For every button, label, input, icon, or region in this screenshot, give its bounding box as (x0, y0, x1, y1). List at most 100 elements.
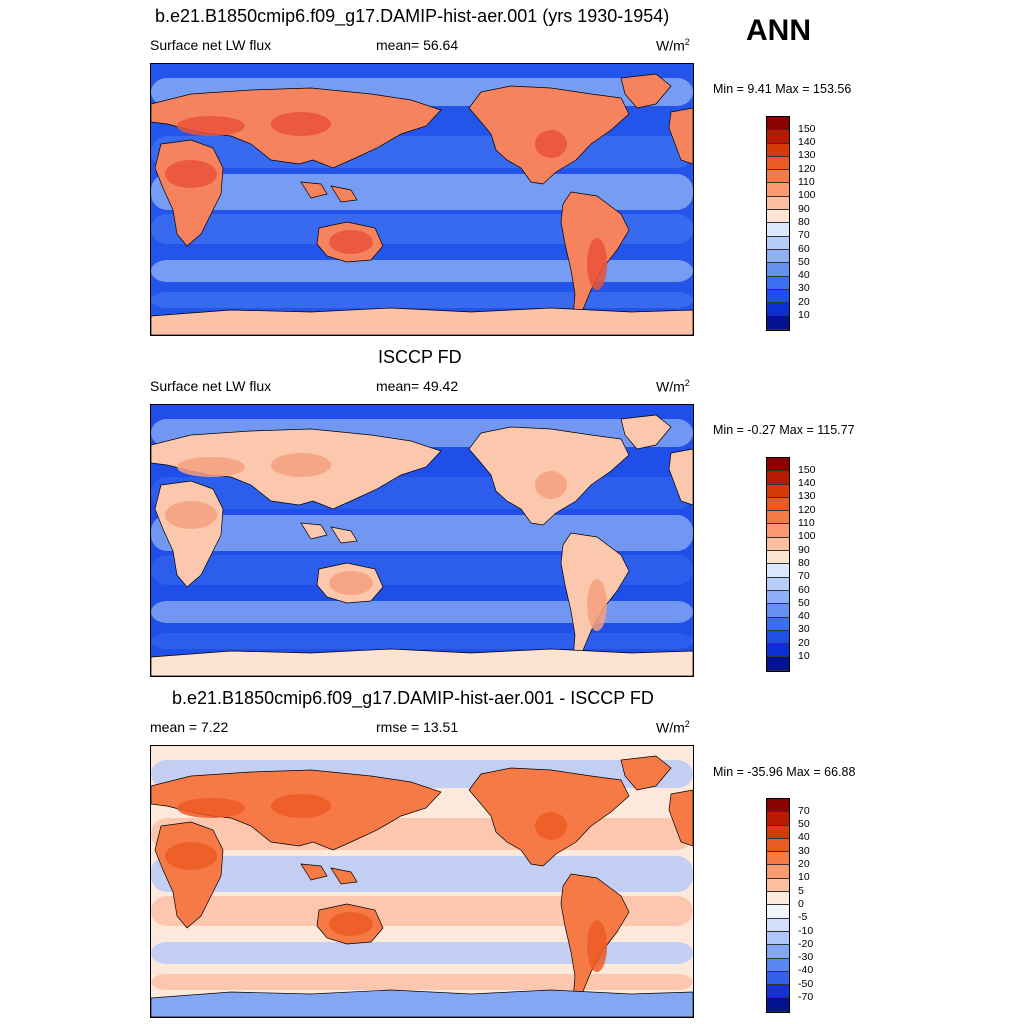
land-hotspot (165, 842, 217, 870)
colorbar-swatch (767, 170, 789, 184)
colorbar-tick-label: 150 (798, 463, 816, 476)
mean-label: mean= 56.64 (376, 37, 459, 53)
continent-outline (300, 863, 328, 881)
colorbar-tick-label: -40 (798, 964, 814, 977)
contour-map (151, 405, 693, 676)
land-hotspot (329, 912, 373, 936)
colorbar-swatch (767, 852, 789, 866)
land-hotspot (177, 116, 245, 136)
colorbar-swatch (767, 905, 789, 919)
colorbar-tick-label: 60 (798, 583, 810, 596)
colorbar-swatch (767, 657, 789, 671)
colorbar-swatch (767, 156, 789, 171)
contour-map (151, 64, 693, 335)
colorbar-swatch (767, 484, 789, 498)
colorbar-swatch (767, 971, 789, 986)
colorbar-tick-label: 30 (798, 844, 810, 857)
unit-label: W/m2 (656, 719, 690, 736)
colorbar-swatch (767, 223, 789, 237)
colorbar-tick-label: 60 (798, 242, 810, 255)
colorbar-tick-label: 90 (798, 543, 810, 556)
ocean-band (151, 515, 693, 551)
colorbar-swatch (767, 799, 789, 813)
colorbar-tick-label: 100 (798, 189, 816, 202)
colorbar-tick-label: 50 (798, 596, 810, 609)
ocean-band (151, 174, 693, 210)
ocean-band (151, 942, 693, 964)
ocean-band (151, 974, 693, 990)
colorbar-tick-label: 80 (798, 556, 810, 569)
continent-outline (330, 867, 358, 885)
min-max-label: Min = -0.27 Max = 115.77 (713, 423, 855, 437)
land-hotspot (535, 812, 567, 840)
colorbar-swatch (767, 143, 789, 157)
colorbar-tick-label: 20 (798, 295, 810, 308)
ocean-band (151, 601, 693, 623)
colorbar-tick-label: 120 (798, 162, 816, 175)
world-map (150, 745, 694, 1018)
colorbar-tick-label: 80 (798, 215, 810, 228)
colorbar-tick-label: 5 (798, 884, 804, 897)
variable-label: Surface net LW flux (150, 37, 272, 53)
colorbar-tick-label: 10 (798, 309, 810, 321)
land-hotspot (329, 230, 373, 254)
colorbar-tick-label: 110 (798, 176, 815, 188)
colorbar-swatch (767, 892, 789, 906)
colorbar-swatch (767, 617, 789, 631)
colorbar-swatch (767, 630, 789, 645)
ocean-band (151, 260, 693, 282)
colorbar-swatch (767, 210, 789, 224)
continent-outline (668, 107, 693, 165)
unit-label: W/m2 (656, 37, 690, 54)
land-hotspot (587, 579, 607, 631)
colorbar-tick-label: -70 (798, 991, 814, 1003)
colorbar-swatch (767, 183, 789, 197)
colorbar-tick-label: -50 (798, 977, 814, 990)
colorbar-tick-label: 140 (798, 477, 816, 490)
colorbar-swatch (767, 263, 789, 277)
colorbar-swatch (767, 276, 789, 290)
colorbar-swatch (767, 316, 789, 330)
continent-outline (300, 181, 328, 199)
land-hotspot (165, 160, 217, 188)
ocean-band (151, 555, 693, 585)
colorbar-tick-label: 90 (798, 202, 810, 215)
colorbar-swatch (767, 865, 789, 879)
land-hotspot (271, 453, 331, 477)
colorbar-swatch (767, 289, 789, 304)
colorbar-tick-label: 40 (798, 831, 810, 844)
ocean-band (151, 477, 693, 509)
colorbar-tick-label: 50 (798, 818, 810, 831)
land-hotspot (329, 571, 373, 595)
colorbar-tick-label: 140 (798, 136, 816, 149)
colorbar-swatch (767, 236, 789, 250)
colorbar-tick-label: -5 (798, 911, 808, 924)
colorbar-bar (766, 116, 790, 331)
ocean-band (151, 292, 693, 308)
variable-label: Surface net LW flux (150, 378, 272, 394)
land-hotspot (165, 501, 217, 529)
panel-title: b.e21.B1850cmip6.f09_g17.DAMIP-hist-aer.… (155, 6, 670, 26)
mean-label: mean = 7.22 (150, 719, 229, 735)
continent-outline (151, 648, 693, 676)
land-hotspot (535, 471, 567, 499)
colorbar-swatch (767, 577, 789, 591)
land-hotspot (587, 238, 607, 290)
world-map (150, 63, 694, 336)
colorbar-swatch (767, 249, 789, 264)
colorbar-tick-label: 70 (798, 804, 810, 817)
panel-title: b.e21.B1850cmip6.f09_g17.DAMIP-hist-aer.… (172, 688, 654, 708)
min-max-label: Min = 9.41 Max = 153.56 (713, 82, 852, 96)
colorbar-swatch (767, 196, 789, 211)
colorbar-swatch (767, 825, 789, 839)
ocean-band (151, 214, 693, 244)
colorbar-tick-label: -30 (798, 951, 814, 964)
colorbar-bar (766, 457, 790, 672)
colorbar-swatch (767, 511, 789, 525)
continent-outline (151, 307, 693, 335)
colorbar-tick-label: 130 (798, 149, 816, 162)
colorbar-swatch (767, 458, 789, 472)
season-label: ANN (746, 14, 811, 47)
colorbar-tick-label: 30 (798, 282, 810, 295)
ocean-band (151, 896, 693, 926)
